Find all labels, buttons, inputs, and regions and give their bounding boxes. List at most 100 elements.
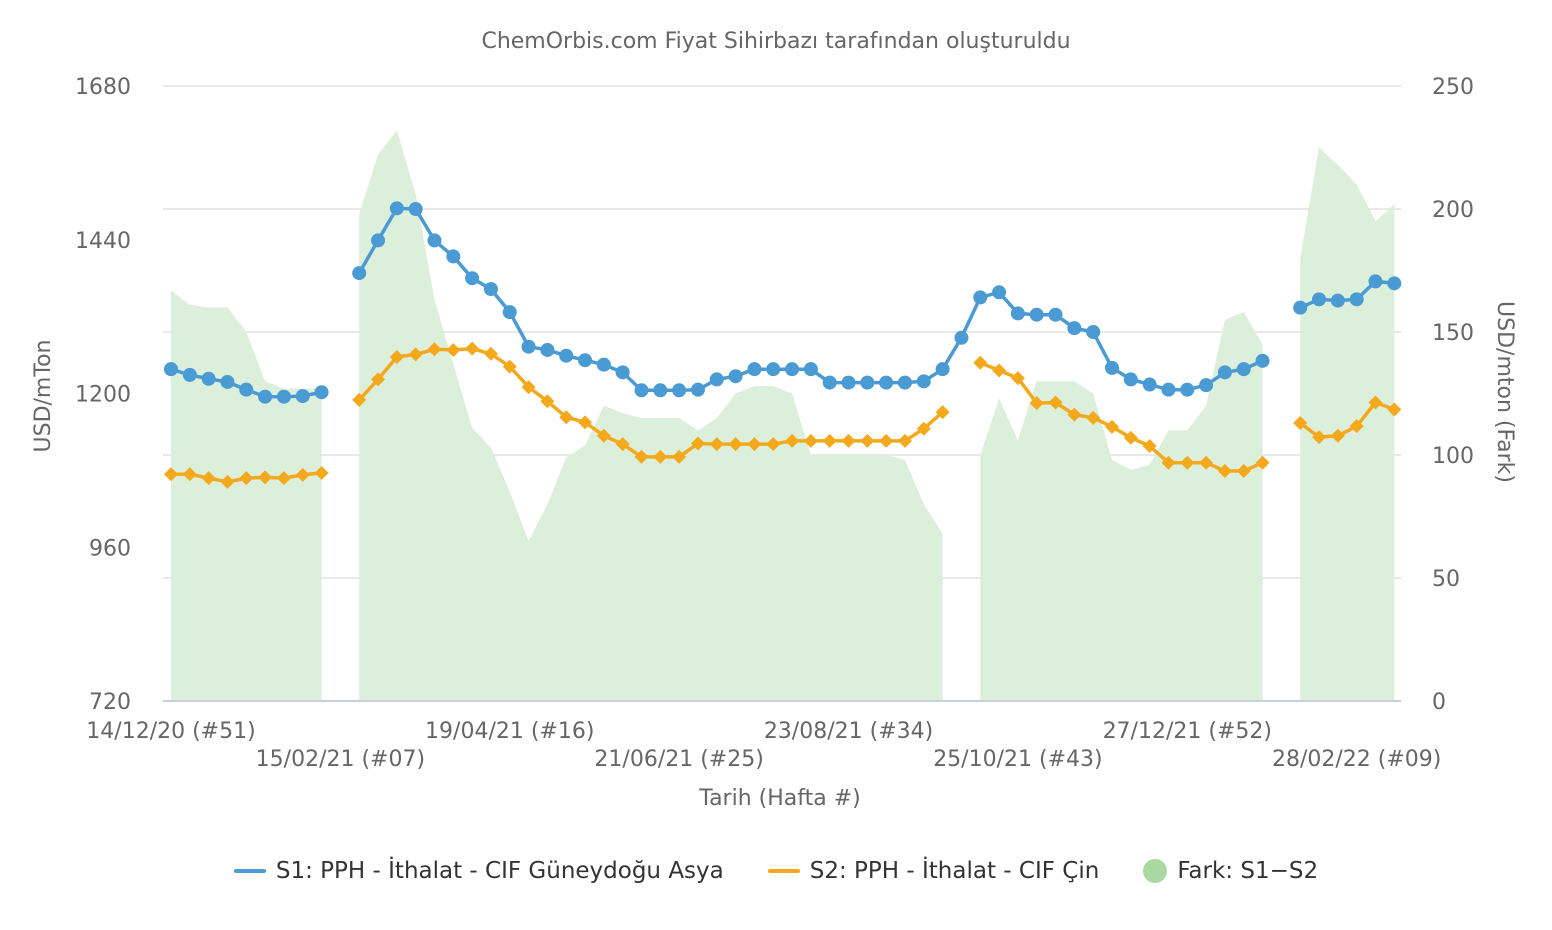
s1-point	[897, 375, 912, 390]
s1-point	[427, 233, 442, 248]
x-tick-label: 28/02/22 (#09)	[1272, 747, 1441, 772]
price-chart: ChemOrbis.com Fiyat Sihirbazı tarafından…	[31, 29, 1517, 811]
s1-point	[1199, 378, 1214, 393]
x-tick-label: 27/12/21 (#52)	[1103, 719, 1272, 744]
s1-point	[747, 362, 762, 377]
s1-point	[220, 374, 235, 389]
s1-point	[1387, 276, 1402, 291]
s1-point	[1368, 274, 1383, 289]
s2-point	[766, 437, 781, 452]
s2-point	[201, 471, 216, 486]
s1-point	[634, 383, 649, 398]
s2-point	[258, 470, 273, 485]
s1-point	[973, 290, 988, 305]
s2-point	[596, 428, 611, 443]
s2-point	[1217, 464, 1232, 479]
s1-point	[653, 383, 668, 398]
s2-point	[483, 346, 498, 361]
s1-point	[766, 362, 781, 377]
s2-point	[709, 437, 724, 452]
x-tick-label: 19/04/21 (#16)	[425, 719, 594, 744]
y-left-tick-label: 1440	[75, 229, 131, 254]
s1-point	[201, 371, 216, 386]
y-right-tick-label: 0	[1432, 690, 1446, 715]
s1-point	[1048, 307, 1063, 322]
s1-point	[408, 202, 423, 216]
difference-area-segment	[980, 312, 1263, 701]
s1-point	[615, 365, 630, 380]
x-tick-label: 25/10/21 (#43)	[933, 747, 1102, 772]
s2-point	[841, 433, 856, 448]
s2-point	[239, 471, 254, 486]
s1-point	[502, 305, 517, 320]
s2-point	[1180, 455, 1195, 470]
s2-point	[1161, 455, 1176, 470]
s1-point	[465, 271, 480, 286]
legend-item-diff[interactable]: Fark: S1−S2	[1143, 858, 1318, 884]
s1-point	[803, 362, 818, 377]
s1-point	[1349, 292, 1364, 307]
right-axis-title: USD/mton (Fark)	[1492, 301, 1517, 483]
s1-point	[596, 357, 611, 372]
left-axis-title: USD/mTon	[31, 340, 56, 453]
s1-point	[540, 342, 555, 357]
s2-point	[1199, 455, 1214, 470]
s1-point	[916, 374, 931, 389]
legend-swatch-s2	[767, 869, 800, 873]
s1-point	[1180, 382, 1195, 397]
s1-point	[352, 266, 367, 281]
s1-point	[276, 389, 291, 404]
s2-point	[672, 449, 687, 464]
s1-point	[1142, 377, 1157, 392]
s1-point	[1086, 325, 1101, 339]
s2-point	[803, 433, 818, 448]
s1-point	[1029, 307, 1044, 322]
s2-point	[559, 410, 574, 425]
s1-point	[879, 375, 894, 390]
s1-point	[1123, 372, 1138, 387]
legend-label-s1: S1: PPH - İthalat - CIF Güneydoğu Asya	[275, 858, 724, 884]
legend-item-s2[interactable]: S2: PPH - İthalat - CIF Çin	[767, 858, 1099, 884]
s2-point	[1312, 430, 1327, 445]
s2-point	[389, 349, 404, 364]
chart-credit: ChemOrbis.com Fiyat Sihirbazı tarafından…	[481, 29, 1070, 54]
s2-point	[1048, 395, 1063, 410]
legend-swatch-s1	[233, 869, 266, 873]
s1-point	[389, 201, 404, 216]
s1-point	[559, 348, 574, 363]
s1-point	[446, 249, 461, 264]
s2-point	[822, 433, 837, 448]
s1-point	[164, 362, 178, 377]
difference-area-segment	[359, 130, 943, 702]
s2-point	[164, 467, 178, 482]
y-left-tick-label: 960	[89, 536, 131, 561]
s1-point	[1255, 353, 1270, 368]
chart-legend: S1: PPH - İthalat - CIF Güneydoğu Asya S…	[0, 846, 1552, 896]
s2-point	[446, 342, 461, 357]
x-tick-label: 14/12/20 (#51)	[86, 719, 255, 744]
s2-point	[1123, 430, 1138, 445]
s2-point	[916, 421, 931, 436]
s2-point	[352, 392, 367, 407]
s2-point	[1387, 402, 1402, 417]
legend-swatch-diff	[1143, 859, 1168, 883]
y-right-tick-label: 50	[1432, 567, 1460, 592]
s2-point	[653, 449, 668, 464]
s2-point	[1067, 407, 1082, 422]
s2-point	[502, 359, 517, 374]
y-left-tick-label: 1680	[75, 75, 131, 100]
y-left-tick-label: 720	[89, 690, 131, 715]
s2-point	[1330, 428, 1345, 443]
y-right-tick-label: 250	[1432, 75, 1474, 100]
s1-point	[1293, 300, 1308, 315]
s1-point	[709, 372, 724, 387]
x-axis-title: Tarih (Hafta #)	[698, 786, 860, 811]
s1-point	[1330, 293, 1345, 308]
s1-point	[841, 375, 856, 390]
s2-point	[615, 437, 630, 452]
s1-point	[728, 369, 743, 384]
legend-item-s1[interactable]: S1: PPH - İthalat - CIF Güneydoğu Asya	[233, 858, 724, 884]
s1-point	[1067, 321, 1082, 336]
s2-point	[785, 433, 800, 448]
s2-point	[1010, 371, 1025, 386]
